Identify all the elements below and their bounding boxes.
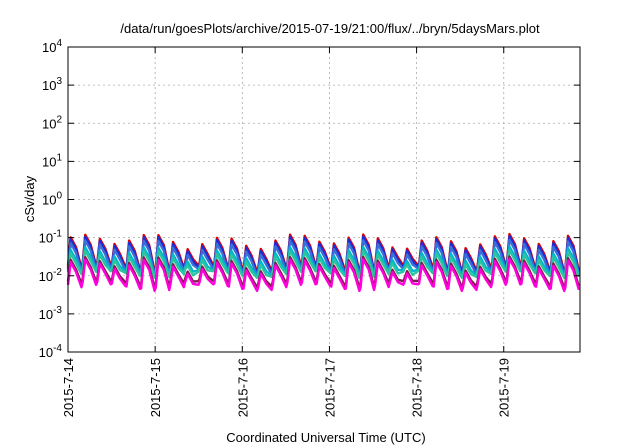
- y-tick-label: 102: [42, 114, 62, 131]
- series-line-5: [66, 249, 580, 280]
- y-tick-label: 100: [42, 191, 62, 208]
- y-tick-label: 104: [42, 38, 62, 55]
- y-tick-label: 103: [42, 76, 62, 93]
- series-lines: [66, 232, 581, 293]
- y-tick-label: 10-4: [39, 343, 63, 360]
- grid: [68, 47, 580, 352]
- x-tick-label: 2015-7-15: [148, 358, 163, 417]
- x-tick-label: 2015-7-17: [322, 358, 337, 417]
- x-tick-label: 2015-7-19: [497, 358, 512, 417]
- x-axis-label: Coordinated Universal Time (UTC): [226, 430, 425, 445]
- x-tick-label: 2015-7-14: [61, 358, 76, 417]
- x-tick-label: 2015-7-16: [235, 358, 250, 417]
- chart-title: /data/run/goesPlots/archive/2015-07-19/2…: [120, 21, 540, 36]
- y-tick-label: 10-3: [39, 305, 63, 322]
- y-tick-label: 101: [42, 152, 62, 169]
- x-axis-ticks: 2015-7-14 2015-7-15 2015-7-16 2015-7-17 2015…: [61, 47, 512, 417]
- x-tick-label: 2015-7-18: [410, 358, 425, 417]
- y-axis-ticks: 10-4 10-3 10-2 10-1 100 101 102 103 104: [39, 38, 580, 360]
- series-line-7: [66, 257, 580, 293]
- y-tick-label: 10-1: [39, 229, 63, 246]
- y-axis-label: cSv/day: [22, 175, 37, 222]
- y-tick-label: 10-2: [39, 267, 63, 284]
